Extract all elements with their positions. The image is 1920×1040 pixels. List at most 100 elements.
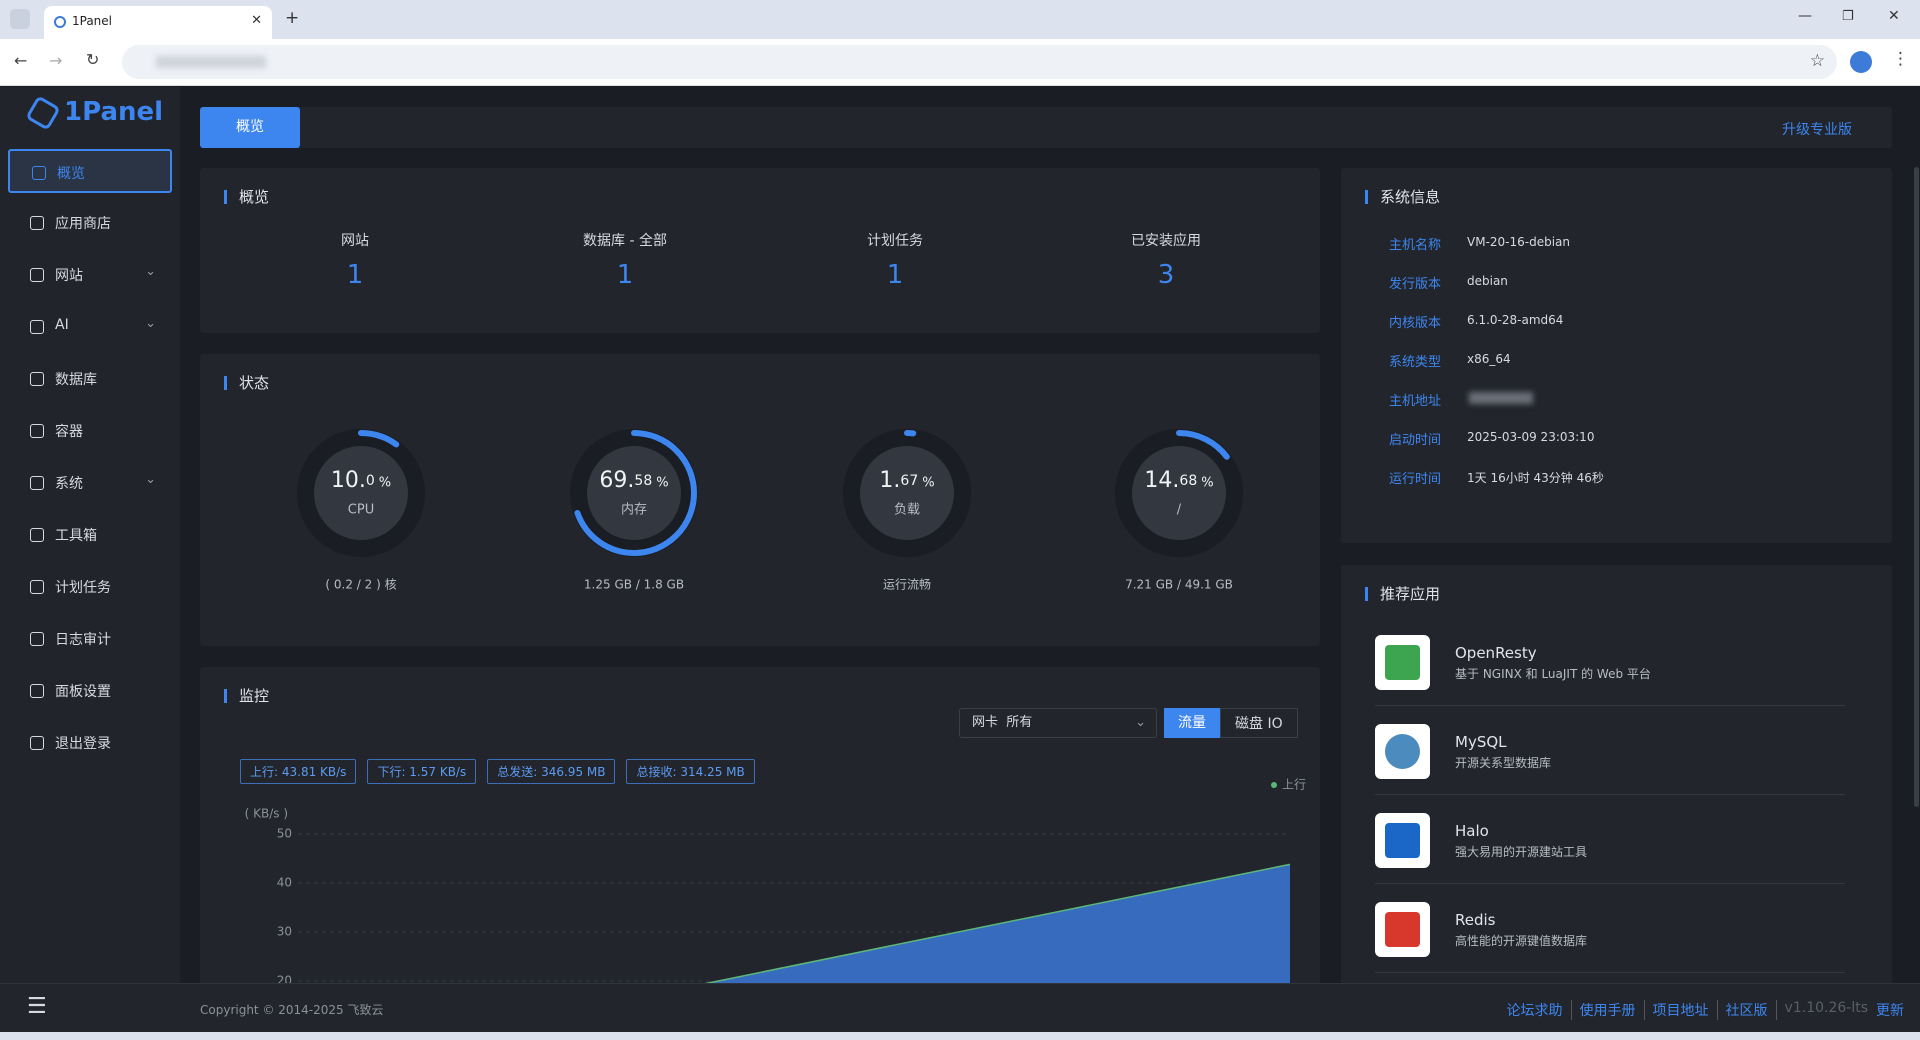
toggle-button[interactable]: 流量 — [1164, 708, 1220, 738]
menu-item[interactable]: 概览 — [8, 149, 172, 193]
stat-value[interactable]: 3 — [1157, 260, 1175, 290]
nic-select[interactable]: 网卡 所有 ⌄ — [959, 708, 1157, 738]
tab-close[interactable]: ✕ — [251, 13, 262, 28]
info-value: VM-20-16-debian — [1467, 235, 1571, 249]
copyright: Copyright © 2014-2025 飞致云 — [200, 1003, 384, 1017]
menu-item[interactable]: 计划任务 — [8, 565, 172, 609]
close-window[interactable]: ✕ — [1888, 8, 1900, 24]
new-tab[interactable]: + — [285, 8, 300, 28]
separator — [1375, 794, 1845, 795]
system-info-card: 系统信息 主机名称 VM-20-16-debian 发行版本 debian 内核版本 6.1… — [1341, 168, 1892, 543]
gauge-arc — [571, 430, 697, 556]
menu-label: 系统 — [55, 476, 83, 492]
line — [704, 863, 1291, 983]
minimize[interactable]: — — [1798, 8, 1812, 24]
tab-menu[interactable] — [10, 9, 30, 29]
restore[interactable]: ❐ — [1842, 9, 1854, 24]
menu-icon — [30, 580, 44, 594]
menu-item[interactable]: 工具箱 — [8, 513, 172, 557]
back[interactable]: ← — [14, 51, 28, 70]
toggle-button[interactable]: 磁盘 IO — [1220, 708, 1298, 738]
app-desc: 强大易用的开源建站工具 — [1455, 845, 1588, 859]
app-name[interactable]: OpenResty — [1455, 644, 1537, 662]
status-card: 状态 10.0% CPU ( 0.2 / 2 ) 核 69.58% 内存 1.25 GB … — [200, 354, 1320, 646]
browser-menu[interactable]: ⋮ — [1892, 49, 1909, 69]
gauge-value: 1.67 — [879, 468, 918, 493]
tab-overview[interactable]: 概览 — [200, 107, 300, 148]
card-title: 状态 — [224, 376, 269, 391]
active-tab[interactable]: 1Panel ✕ — [44, 6, 272, 39]
tab-strip: 1Panel ✕ + — ❐ ✕ — [0, 0, 1920, 39]
footer-link[interactable]: 使用手册 — [1580, 1000, 1645, 1020]
gauge-detail: 1.25 GB / 1.8 GB — [584, 578, 684, 592]
app-desc: 基于 NGINX 和 LuaJIT 的 Web 平台 — [1455, 667, 1651, 681]
menu-item[interactable]: 容器 — [8, 409, 172, 453]
app-name[interactable]: Halo — [1455, 822, 1489, 840]
button-group: 流量 磁盘 IO — [1164, 708, 1298, 738]
reload[interactable]: ↻ — [86, 50, 100, 69]
menu-item[interactable]: 应用商店 — [8, 201, 172, 245]
footer-link[interactable]: 项目地址 — [1653, 1000, 1718, 1020]
update-link[interactable]: 更新 — [1876, 1003, 1904, 1019]
app-glyph — [1385, 645, 1420, 680]
app-name[interactable]: Redis — [1455, 911, 1496, 929]
menu-label: 容器 — [55, 424, 83, 440]
blurred-url — [156, 56, 266, 68]
gauge-arc — [844, 430, 970, 556]
menu-icon — [30, 684, 44, 698]
gauge-name: / — [1177, 503, 1182, 518]
header-bar: 概览 升级专业版 — [200, 107, 1892, 148]
collapse-menu[interactable]: ☰ — [27, 994, 47, 1019]
menu-label: 网站 — [55, 268, 83, 284]
tab-title: 1Panel — [72, 14, 113, 28]
menu-item[interactable]: AI ⌄ — [8, 305, 172, 349]
card-title: 推荐应用 — [1365, 587, 1440, 602]
menu-icon — [30, 632, 44, 646]
stat-value[interactable]: 1 — [346, 260, 364, 290]
menu-label: 数据库 — [55, 372, 97, 388]
menu-icon — [30, 372, 44, 386]
stat-value[interactable]: 1 — [616, 260, 634, 290]
info-value: 6.1.0-28-amd64 — [1467, 313, 1564, 327]
menu-label: 概览 — [57, 166, 85, 182]
address-bar[interactable]: ☆ — [122, 45, 1837, 79]
gauge-inner — [1132, 446, 1226, 540]
chevron: ⌄ — [145, 472, 156, 487]
app-glyph — [1385, 912, 1420, 947]
footer-link[interactable]: 社区版 — [1726, 1000, 1777, 1020]
gauge-value: 10.0 — [331, 468, 375, 493]
profile[interactable] — [1850, 51, 1872, 73]
menu-item[interactable]: 系统 ⌄ — [8, 461, 172, 505]
info-value: 1天 16小时 43分钟 46秒 — [1467, 471, 1604, 485]
info-label: 运行时间 — [1389, 472, 1442, 487]
menu-item[interactable]: 网站 ⌄ — [8, 253, 172, 297]
app-icon — [1375, 635, 1430, 690]
menu-item[interactable]: 数据库 — [8, 357, 172, 401]
stat-tag: 总发送: 346.95 MB — [487, 759, 616, 784]
menu-item[interactable]: 退出登录 — [8, 721, 172, 765]
app-desc: 开源关系型数据库 — [1455, 756, 1552, 770]
chart: ( KB/s )01020304050上行 — [245, 778, 1306, 983]
menu-item[interactable]: 日志审计 — [8, 617, 172, 661]
version: v1.10.26-lts — [1784, 1000, 1868, 1016]
stat-label: 已安装应用 — [1131, 233, 1201, 249]
info-value: x86_64 — [1467, 352, 1511, 366]
footer-link[interactable]: 论坛求助 — [1507, 1000, 1572, 1020]
stat-label: 计划任务 — [867, 233, 923, 249]
sidebar: 1Panel 概览 应用商店 网站 ⌄ AI ⌄ 数据库 容器 系统 ⌄ 工具箱 计划任务 日志审计 面板… — [0, 87, 180, 983]
separator — [1375, 972, 1845, 973]
stat-value[interactable]: 1 — [886, 260, 904, 290]
legend-dot — [1271, 782, 1277, 788]
menu-icon — [30, 736, 44, 750]
menu-item[interactable]: 面板设置 — [8, 669, 172, 713]
forward[interactable]: → — [49, 51, 63, 70]
app-name[interactable]: MySQL — [1455, 733, 1507, 751]
scrollbar[interactable] — [1914, 167, 1919, 807]
upgrade-link[interactable]: 升级专业版 — [1782, 122, 1852, 138]
menu-label: 计划任务 — [55, 580, 111, 596]
overview-card: 概览 网站 1 数据库 - 全部 1 计划任务 1 已安装应用 3 — [200, 168, 1320, 333]
bookmark[interactable]: ☆ — [1809, 51, 1825, 71]
gauge-unit: % — [379, 476, 391, 491]
stat-tag: 上行: 43.81 KB/s — [240, 759, 357, 784]
